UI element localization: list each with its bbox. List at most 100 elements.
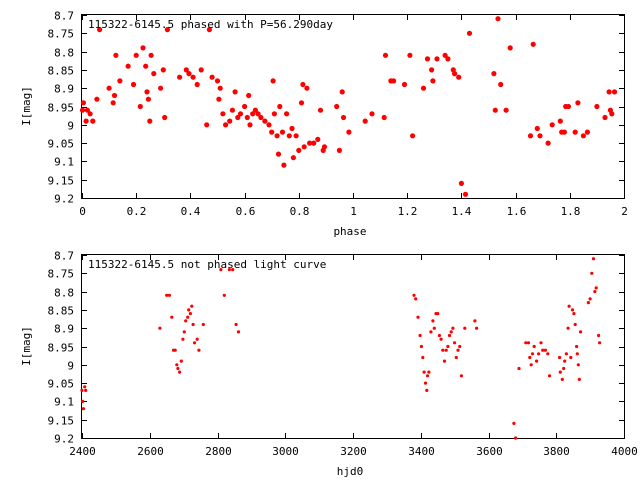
- phased-data-point: [462, 191, 469, 197]
- phased-data-point: [214, 78, 221, 84]
- unphased-data-point: [566, 326, 570, 330]
- phased-data-point: [246, 92, 252, 99]
- phased-data-point: [527, 133, 534, 139]
- phased-x-tick-label: 0: [79, 205, 86, 218]
- phased-data-point: [549, 122, 555, 128]
- phased-data-point: [575, 100, 581, 106]
- unphased-y-tick-label: 8.75: [48, 268, 75, 281]
- phased-data-point: [391, 78, 397, 84]
- phased-plot-frame: [81, 14, 625, 199]
- phased-data-point: [113, 52, 119, 58]
- unphased-data-point: [436, 312, 440, 316]
- phased-data-point: [442, 52, 448, 58]
- phased-data-point: [410, 133, 416, 139]
- phased-data-point: [307, 140, 313, 146]
- unphased-x-tick-label: 4000: [611, 445, 638, 458]
- phased-y-tick-label: 8.95: [48, 102, 75, 115]
- unphased-ticks: [82, 255, 625, 439]
- phased-data-points: [79, 16, 618, 197]
- unphased-data-point: [512, 421, 516, 425]
- phased-data-point: [369, 111, 375, 117]
- phased-data-point: [429, 67, 435, 73]
- unphased-data-point: [458, 344, 462, 349]
- phased-data-point: [602, 114, 608, 121]
- phased-light-curve-chart: 8.7 8.75 8.8 8.85 8.9 8.95 9 9.05 9.1 9.15 9.2 0 0.…: [20, 10, 628, 239]
- phased-data-point: [466, 30, 473, 36]
- phased-data-point: [198, 67, 204, 73]
- unphased-data-point: [590, 271, 594, 275]
- unphased-data-point: [541, 348, 545, 352]
- unphased-x-tick-label: 3200: [340, 445, 367, 458]
- unphased-data-point: [524, 341, 528, 345]
- phased-data-point: [584, 129, 591, 135]
- phased-data-point: [80, 100, 86, 106]
- unphased-data-point: [454, 355, 458, 360]
- unphased-x-tick-label: 2600: [137, 445, 164, 458]
- phased-data-point: [572, 129, 578, 135]
- phased-data-point: [340, 114, 347, 121]
- phased-data-point: [296, 147, 302, 153]
- phased-data-point: [301, 144, 307, 150]
- unphased-data-point: [572, 312, 576, 316]
- phased-data-point: [321, 144, 328, 150]
- unphased-data-point: [234, 322, 238, 327]
- phased-data-point: [534, 125, 540, 132]
- phased-data-point: [606, 89, 612, 95]
- phased-data-point: [456, 74, 462, 80]
- phased-data-point: [277, 103, 283, 110]
- unphased-data-point: [562, 366, 566, 371]
- phased-data-point: [94, 96, 100, 102]
- phased-data-point: [117, 78, 123, 84]
- phased-data-point: [79, 107, 86, 113]
- unphased-data-point: [560, 377, 564, 381]
- phased-data-point: [106, 85, 112, 91]
- unphased-data-point: [81, 399, 85, 403]
- phased-y-tick-label: 9.05: [48, 138, 75, 151]
- unphased-data-point: [178, 370, 182, 374]
- unphased-data-point: [588, 297, 592, 301]
- phased-data-point: [279, 129, 286, 135]
- unphased-data-point: [573, 322, 577, 327]
- phased-data-point: [252, 107, 258, 113]
- phased-data-point: [507, 45, 513, 51]
- phased-data-point: [151, 71, 157, 77]
- phased-data-point: [262, 118, 268, 124]
- unphased-data-point: [425, 374, 430, 378]
- phased-data-point: [247, 122, 253, 128]
- phased-x-tick-label: 0.6: [236, 205, 256, 218]
- unphased-data-point: [80, 388, 84, 392]
- unphased-data-point: [593, 290, 597, 294]
- unphased-data-point: [83, 385, 87, 389]
- phased-data-point: [530, 41, 536, 47]
- phased-x-tick-label: 0.2: [127, 205, 147, 218]
- phased-data-point: [206, 27, 212, 33]
- phased-data-point: [217, 85, 223, 91]
- unphased-data-point: [577, 377, 581, 381]
- unphased-data-point: [526, 341, 531, 345]
- unphased-data-point: [421, 355, 425, 360]
- phased-data-point: [445, 56, 451, 62]
- phased-data-point: [269, 129, 275, 135]
- unphased-data-point: [419, 344, 423, 349]
- unphased-data-point: [173, 348, 177, 352]
- unphased-x-tick-label: 3600: [476, 445, 503, 458]
- phased-data-point: [498, 81, 504, 88]
- phased-x-tick-label: 2: [621, 205, 628, 218]
- phased-data-point: [557, 118, 563, 124]
- unphased-data-point: [575, 352, 579, 356]
- phased-data-point: [580, 133, 587, 139]
- unphased-data-point: [437, 333, 441, 338]
- unphased-x-tick-label: 3400: [408, 445, 435, 458]
- phased-data-point: [194, 81, 200, 88]
- unphased-data-point: [423, 381, 428, 385]
- phased-data-point: [160, 67, 166, 73]
- phased-y-tick-label: 9.15: [48, 175, 75, 188]
- phased-y-axis-label: I[mag]: [20, 86, 33, 126]
- phased-data-point: [346, 129, 352, 135]
- phased-data-point: [244, 114, 250, 121]
- phased-data-point: [90, 118, 96, 124]
- unphased-data-point: [439, 337, 443, 341]
- unphased-y-tick-label: 9.2: [54, 433, 74, 446]
- unphased-x-tick-label: 3800: [543, 445, 570, 458]
